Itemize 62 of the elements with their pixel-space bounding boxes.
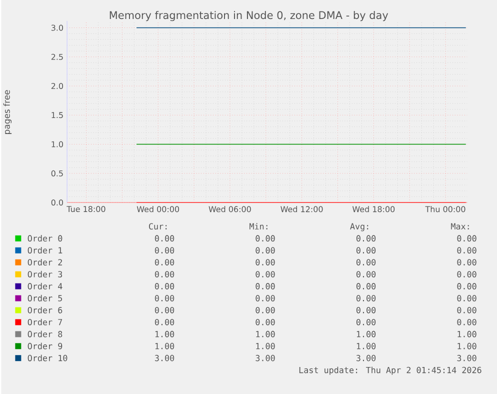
text: 0.00 <box>356 259 376 266</box>
text: 0.00 <box>154 283 174 290</box>
text: 0.00 <box>356 235 376 242</box>
text: 1.00 <box>458 330 476 338</box>
y-axis-title: pages free <box>3 90 12 134</box>
text: 0.00 <box>356 283 376 290</box>
text: 0.00 <box>154 306 174 314</box>
text: 1.00 <box>356 342 376 350</box>
text: 0.00 <box>154 259 174 266</box>
text: 1.00 <box>458 342 476 350</box>
text: 0.00 <box>356 306 376 314</box>
text: 0.00 <box>457 306 476 314</box>
text: 0.00 <box>356 295 376 302</box>
text: 0.00 <box>457 283 476 290</box>
legend-label: Order 10 <box>28 354 68 362</box>
text: 0.00 <box>154 235 174 242</box>
text: 0.00 <box>256 295 275 302</box>
text: 0.00 <box>457 271 476 278</box>
text: 0.00 <box>256 318 275 326</box>
text: 0.00 <box>356 318 376 326</box>
text: 0.00 <box>256 259 275 266</box>
text: Max: <box>451 223 469 230</box>
text: 0.00 <box>457 247 476 254</box>
text: Cur: <box>149 223 167 230</box>
text: 0.00 <box>256 271 275 278</box>
text: 3.00 <box>457 354 476 362</box>
chart-title: Memory fragmentation in Node 0, zone DMA - by day <box>110 10 388 22</box>
legend-label: Order 1 <box>28 246 62 254</box>
legend-label: Order 7 <box>28 318 62 326</box>
text: 0.00 <box>154 247 174 254</box>
text: 1.00 <box>256 330 275 338</box>
legend-label: Order 6 <box>28 306 62 314</box>
legend-label: Order 9 <box>28 342 62 350</box>
text: 1.00 <box>256 342 275 350</box>
legend-label: Order 5 <box>28 294 62 302</box>
legend-label: Order 8 <box>28 330 62 338</box>
text: 1.00 <box>155 342 174 350</box>
legend-label: Order 3 <box>28 270 62 278</box>
text: 0.00 <box>154 318 174 326</box>
legend-label: Order 2 <box>28 258 62 266</box>
text: Last update: Thu Apr 2 01:45:14 2026 <box>299 366 482 375</box>
text: Min: <box>250 223 268 230</box>
legend-label: Order 0 <box>28 235 62 242</box>
text: 1.00 <box>356 330 376 338</box>
legend-label: Order 4 <box>28 282 62 290</box>
text: 0.00 <box>457 295 476 302</box>
text: 0.00 <box>256 306 275 314</box>
text: 0.00 <box>256 247 275 254</box>
text: 3.00 <box>256 354 275 362</box>
text: 0.00 <box>356 271 376 278</box>
text: 3.00 <box>356 354 376 362</box>
text: 0.00 <box>154 271 174 278</box>
text: 0.00 <box>256 283 275 290</box>
text: Avg: <box>350 223 368 232</box>
text: 0.00 <box>356 247 376 254</box>
text: 0.00 <box>256 235 275 242</box>
text: 0.00 <box>457 235 476 242</box>
text: 1.00 <box>155 330 174 338</box>
text: 3.00 <box>154 354 174 362</box>
text: 0.00 <box>154 295 174 302</box>
text: 0.00 <box>457 259 476 266</box>
text: 0.00 <box>457 318 476 326</box>
